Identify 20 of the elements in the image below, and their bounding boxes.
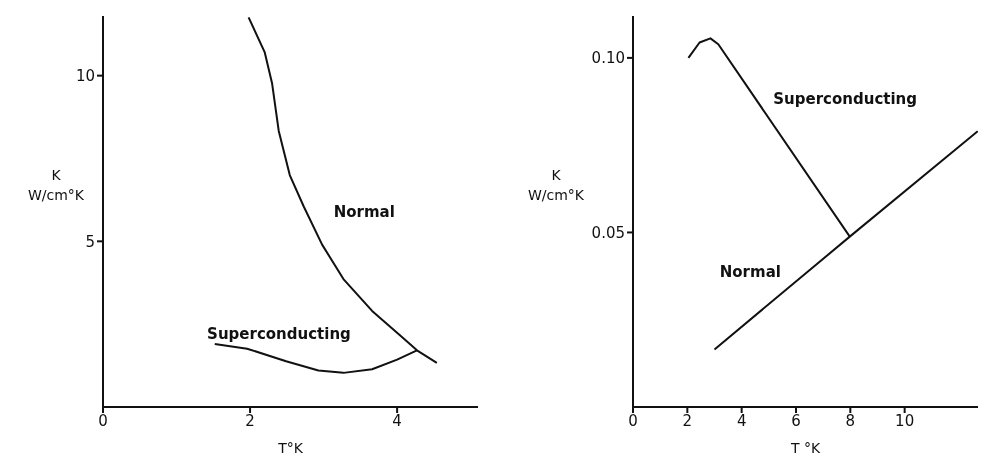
series-label: Normal	[719, 262, 781, 281]
x-tick-label: 4	[736, 411, 747, 430]
x-axis-title: T°K	[277, 440, 304, 456]
y-tick-label: 0.05	[591, 223, 625, 242]
x-tick-label: 10	[895, 411, 915, 430]
x-tick-label: 8	[845, 411, 856, 430]
series-label: Superconducting	[207, 324, 351, 343]
y-tick-label: 5	[85, 232, 95, 251]
x-tick-label: 6	[791, 411, 801, 430]
series-label: Superconducting	[773, 90, 917, 109]
series-label: Normal	[333, 202, 395, 221]
y-axis-title: K W/cm°K	[27, 167, 85, 204]
x-tick-label: 0	[628, 411, 638, 430]
x-tick-label: 0	[98, 411, 108, 430]
x-tick-label: 4	[392, 411, 402, 430]
x-axis-title: T °K	[789, 440, 821, 456]
y-tick-label: 0.10	[591, 49, 625, 68]
y-axis-title: K W/cm°K	[527, 167, 585, 204]
x-tick-label: 2	[682, 411, 693, 430]
x-tick-label: 2	[245, 411, 255, 430]
